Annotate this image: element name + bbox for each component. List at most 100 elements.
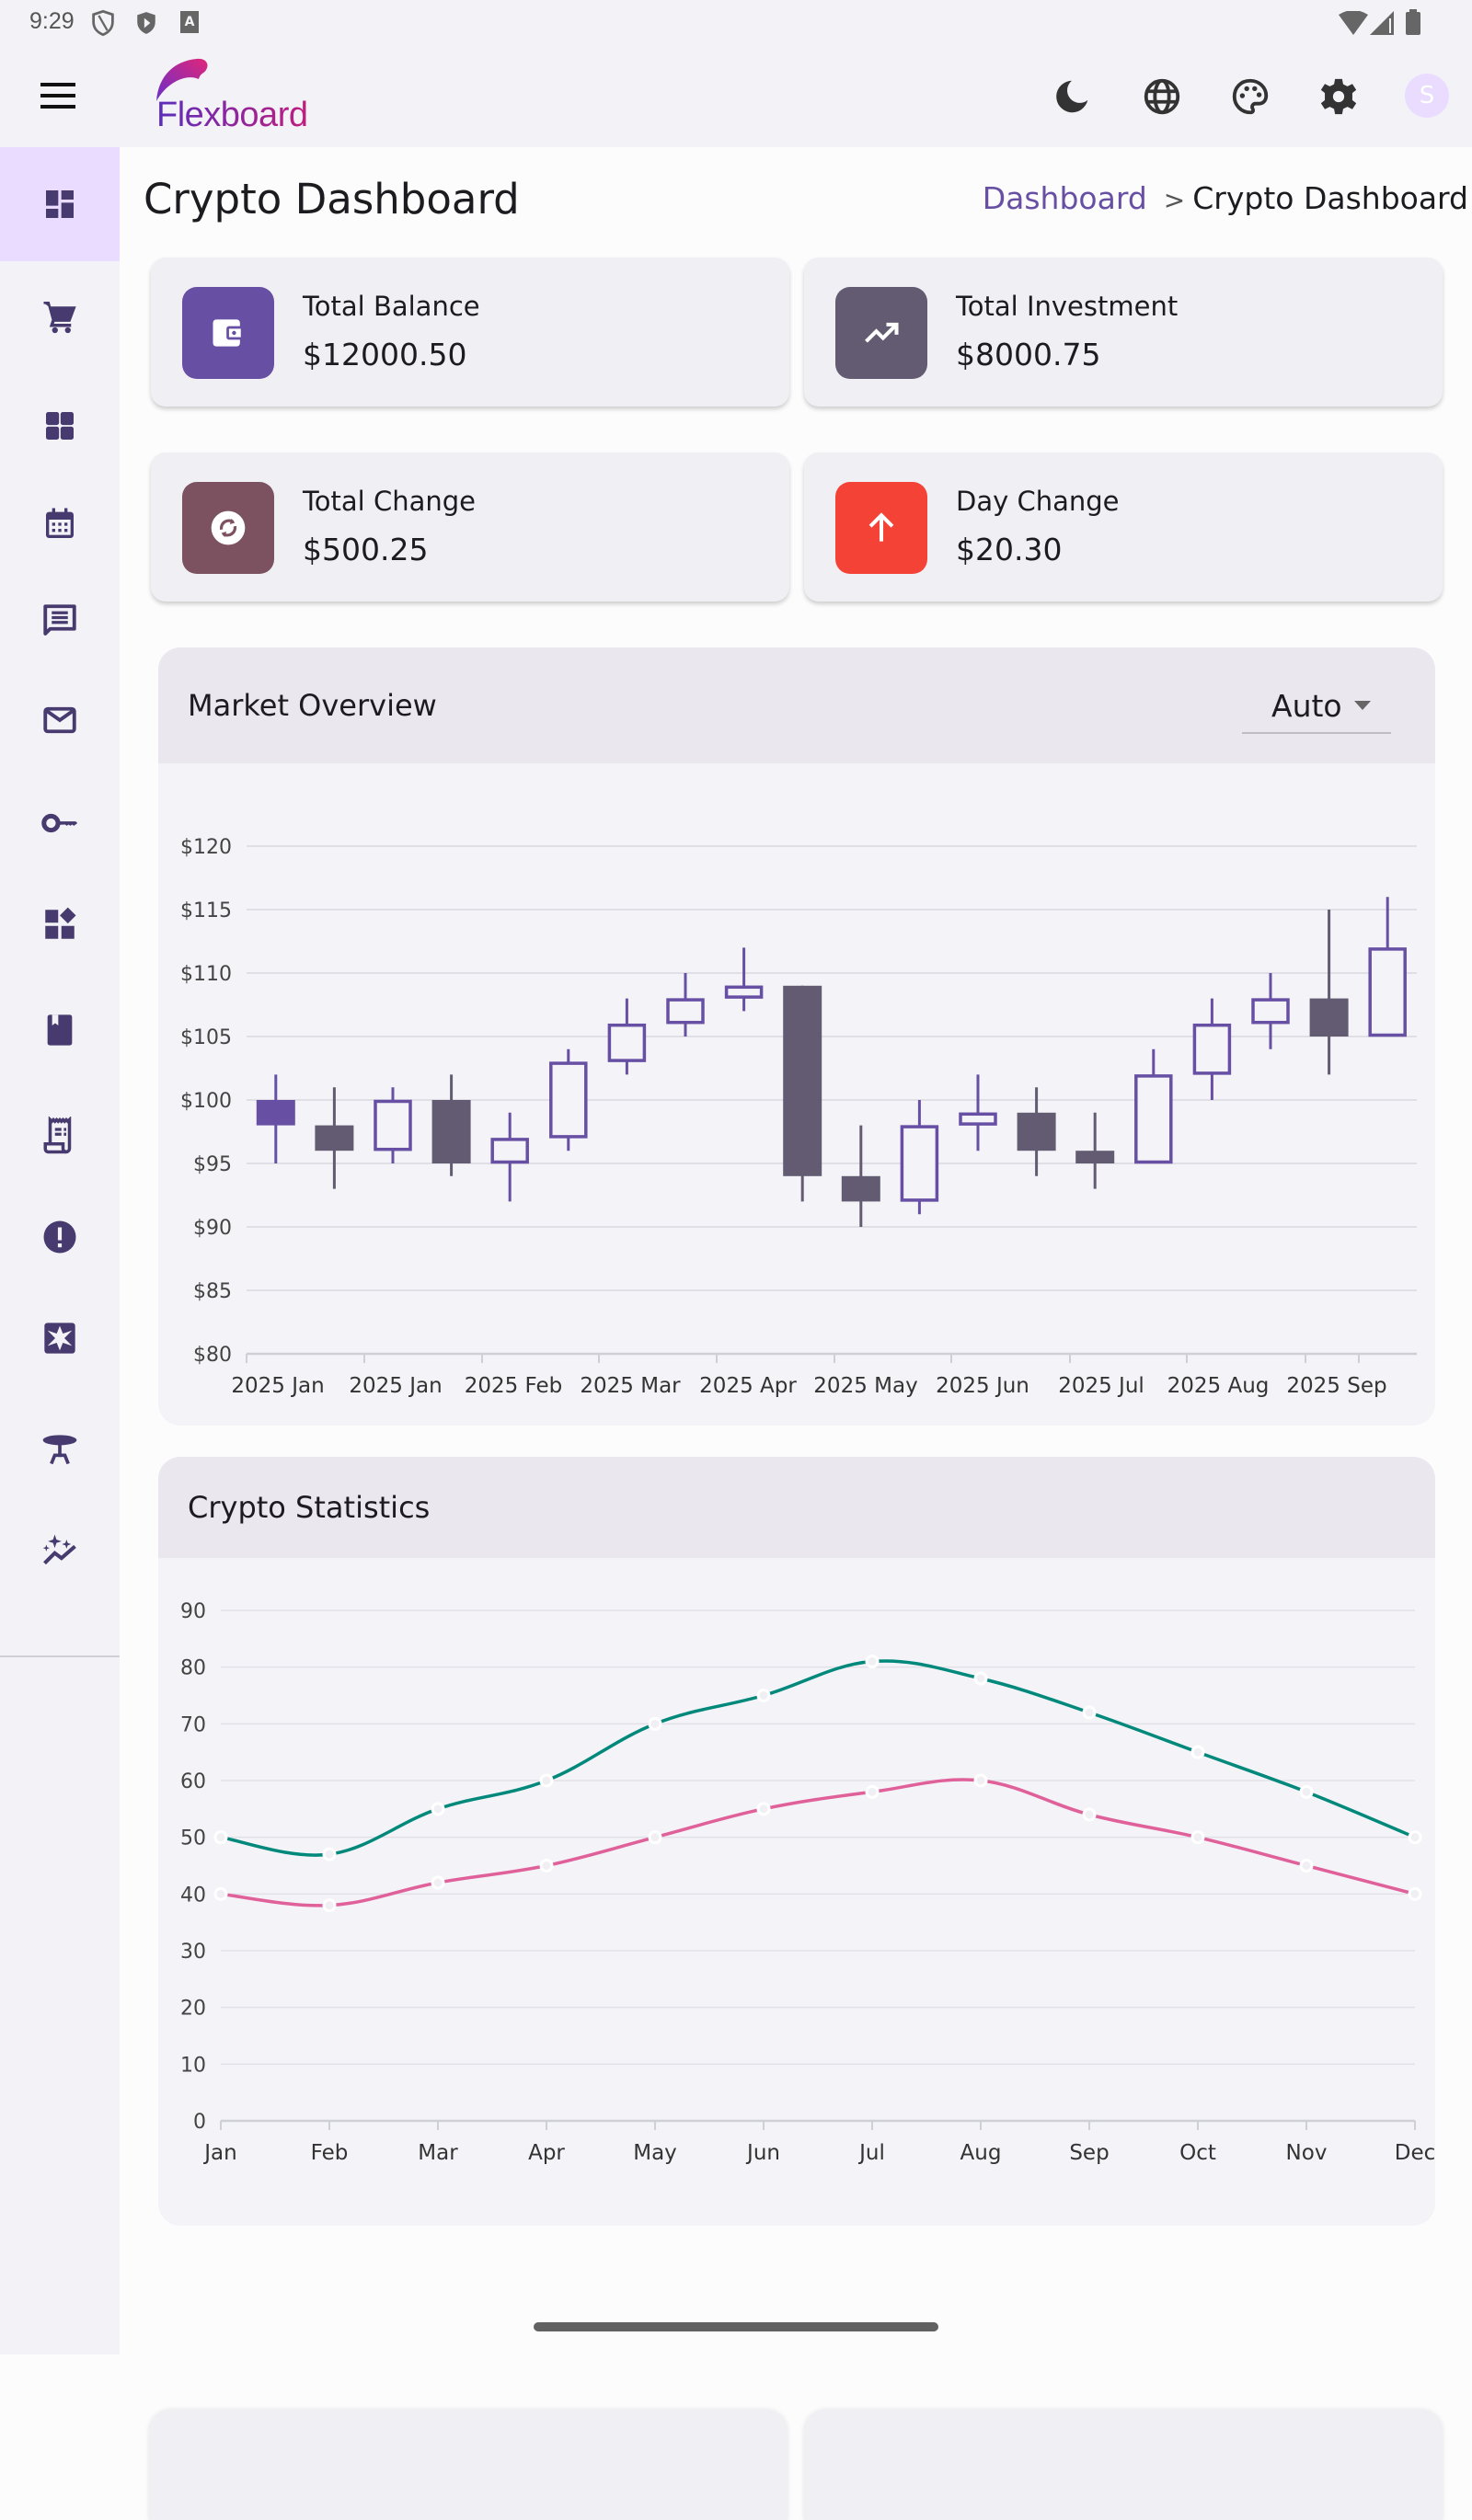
stat-card-day-change: Day Change $20.30: [804, 452, 1443, 601]
data-point: [539, 1773, 554, 1788]
stat-card-total-change: Total Change $500.25: [151, 452, 789, 601]
x-tick-label: Dec: [1395, 2141, 1435, 2165]
market-overview-header: Market Overview Auto: [158, 647, 1435, 763]
series-line-1: [220, 1659, 1416, 1857]
y-tick-label: 60: [180, 1770, 206, 1793]
status-bar: 9:29 A: [0, 0, 1472, 44]
settings-icon[interactable]: [1317, 75, 1360, 118]
sidebar-item-errors[interactable]: [0, 1186, 120, 1288]
sidebar-item-analytics[interactable]: [0, 1499, 120, 1600]
y-tick-label: 10: [180, 2054, 206, 2077]
arrow-up-icon: [868, 512, 894, 542]
sidebar-item-table[interactable]: [0, 1398, 120, 1499]
trending-up-icon: [865, 322, 899, 343]
x-tick-label: 2025 Jan: [231, 1374, 324, 1398]
sidebar-item-dashboard[interactable]: [0, 147, 120, 261]
x-tick-label: Nov: [1286, 2141, 1328, 2165]
y-tick-label: 50: [180, 1827, 206, 1850]
sidebar-item-mail[interactable]: [0, 670, 120, 771]
candle-body: [1134, 1074, 1173, 1164]
accessibility-a-icon: A: [180, 11, 199, 33]
interval-select[interactable]: Auto: [1242, 681, 1391, 734]
stat-value: $20.30: [956, 532, 1063, 567]
x-tick-label: Jul: [857, 2141, 885, 2165]
data-point: [213, 1886, 228, 1901]
interval-select-value: Auto: [1271, 688, 1342, 724]
stat-card-total-balance: Total Balance $12000.50: [151, 258, 789, 407]
insights-icon: [42, 1534, 76, 1565]
data-point: [322, 1898, 337, 1913]
sidebar-item-apps[interactable]: [0, 874, 120, 975]
stat-icon-box: [182, 287, 274, 379]
x-tick-label: Feb: [311, 2141, 349, 2165]
sidebar-item-auth[interactable]: [0, 773, 120, 874]
y-tick-label: 90: [180, 1600, 206, 1623]
y-tick-label: $105: [180, 1026, 232, 1049]
sidebar-item-ecommerce[interactable]: [0, 267, 120, 368]
candle-body: [431, 1100, 471, 1163]
dashboard-icon: [46, 190, 74, 218]
x-tick-label: 2025 Sep: [1286, 1374, 1386, 1398]
language-icon[interactable]: [1141, 75, 1183, 118]
x-tick-label: Apr: [528, 2141, 565, 2165]
avatar[interactable]: S: [1405, 74, 1449, 118]
candle-body: [315, 1125, 354, 1151]
candle-body: [1309, 998, 1349, 1037]
y-tick-label: $110: [180, 963, 232, 986]
x-tick-label: Mar: [418, 2141, 458, 2165]
candle-body: [1251, 998, 1290, 1025]
sidebar-item-widgets[interactable]: [0, 375, 120, 476]
data-point: [1082, 1705, 1097, 1720]
candle-body: [666, 998, 705, 1025]
stat-card-total-investment: Total Investment $8000.75: [804, 258, 1443, 407]
data-point: [1190, 1745, 1205, 1759]
y-tick-label: 70: [180, 1713, 206, 1736]
y-tick-label: 30: [180, 1941, 206, 1964]
shield-icon: [92, 9, 114, 37]
menu-icon[interactable]: [40, 83, 75, 109]
breadcrumb-link-dashboard[interactable]: Dashboard: [982, 180, 1147, 216]
cart-icon: [43, 301, 76, 334]
dark-mode-icon[interactable]: [1051, 75, 1093, 118]
signal-icon: [1370, 11, 1394, 35]
candle-body: [1017, 1112, 1056, 1151]
sidebar-divider: [0, 1655, 120, 1657]
market-overview-title: Market Overview: [188, 688, 437, 723]
logo[interactable]: Flexboard: [151, 58, 335, 134]
sidebar-item-docs[interactable]: [0, 979, 120, 1081]
page-title: Crypto Dashboard: [144, 175, 520, 223]
table-icon: [42, 1435, 77, 1465]
candle-body: [256, 1100, 295, 1126]
crypto-statistics-card: Crypto Statistics 90 80 70 60 50 40 30 20 10 0 Jan…: [158, 1457, 1435, 2226]
x-tick-label: 2025 Mar: [580, 1374, 681, 1398]
stat-label: Day Change: [956, 486, 1120, 517]
y-tick-label: 80: [180, 1657, 206, 1680]
x-tick-label: 2025 Jan: [349, 1374, 442, 1398]
x-tick-label: 2025 May: [813, 1374, 917, 1398]
data-point: [1408, 1886, 1422, 1901]
data-point: [756, 1689, 771, 1702]
y-tick-label: $120: [180, 836, 232, 859]
data-point: [1299, 1859, 1314, 1873]
chat-icon: [43, 604, 76, 636]
y-tick-label: 0: [193, 2111, 206, 2134]
sidebar-item-chat[interactable]: [0, 570, 120, 671]
sidebar-item-fullscreen[interactable]: [0, 1288, 120, 1389]
expand-icon: [44, 1323, 75, 1354]
data-point: [1190, 1830, 1205, 1845]
data-point: [431, 1875, 445, 1890]
svg-text:A: A: [185, 15, 195, 29]
sidebar: [0, 147, 120, 2354]
sidebar-item-calendar[interactable]: [0, 474, 120, 575]
data-point: [213, 1830, 228, 1845]
y-tick-label: $115: [180, 899, 232, 922]
candle-body: [549, 1061, 588, 1139]
crypto-statistics-header: Crypto Statistics: [158, 1457, 1435, 1558]
receipt-icon: [43, 1117, 72, 1154]
sidebar-item-invoice[interactable]: [0, 1085, 120, 1186]
x-tick-label: 2025 Apr: [699, 1374, 797, 1398]
stat-icon-box: [835, 482, 927, 574]
stat-icon-box: [835, 287, 927, 379]
home-gesture-handle[interactable]: [534, 2322, 938, 2331]
palette-icon[interactable]: [1229, 75, 1271, 118]
